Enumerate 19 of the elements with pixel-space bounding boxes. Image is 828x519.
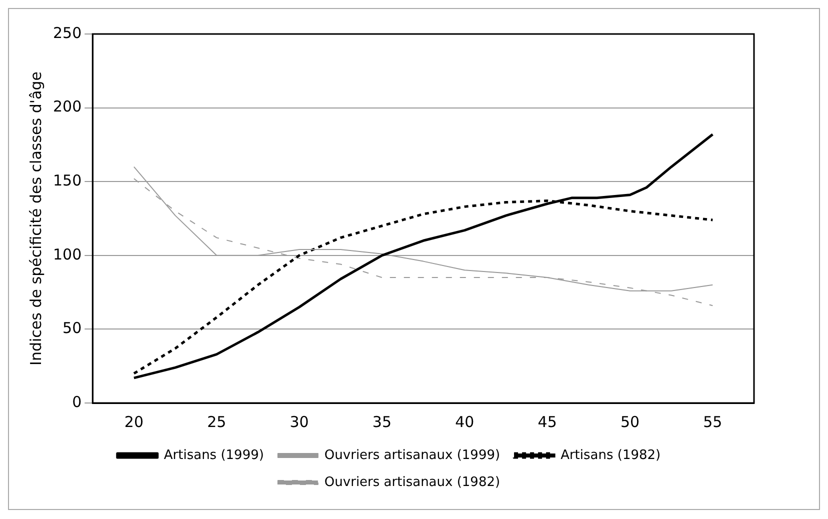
x-tick-label: 40 bbox=[455, 412, 474, 431]
y-tick-label: 250 bbox=[52, 24, 82, 42]
x-tick-label: 35 bbox=[372, 412, 392, 431]
x-tick-label: 25 bbox=[207, 412, 226, 431]
y-axis-title: Indices de spécificité des classes d'âge bbox=[26, 72, 45, 366]
x-tick-label: 45 bbox=[538, 412, 557, 431]
y-tick-label: 200 bbox=[52, 98, 82, 116]
legend-label: Artisans (1982) bbox=[560, 448, 661, 463]
y-tick-label: 0 bbox=[72, 392, 82, 411]
legend-label: Ouvriers artisanaux (1982) bbox=[324, 474, 500, 490]
x-tick-label: 50 bbox=[620, 412, 640, 431]
legend-label: Ouvriers artisanaux (1999) bbox=[324, 448, 500, 463]
x-tick-label: 55 bbox=[703, 412, 722, 431]
legend-label: Artisans (1999) bbox=[164, 448, 264, 463]
y-tick-label: 50 bbox=[62, 319, 82, 338]
y-tick-label: 100 bbox=[52, 245, 82, 264]
x-tick-label: 30 bbox=[290, 412, 309, 431]
x-tick-label: 20 bbox=[124, 412, 144, 431]
y-tick-label: 150 bbox=[52, 171, 82, 190]
